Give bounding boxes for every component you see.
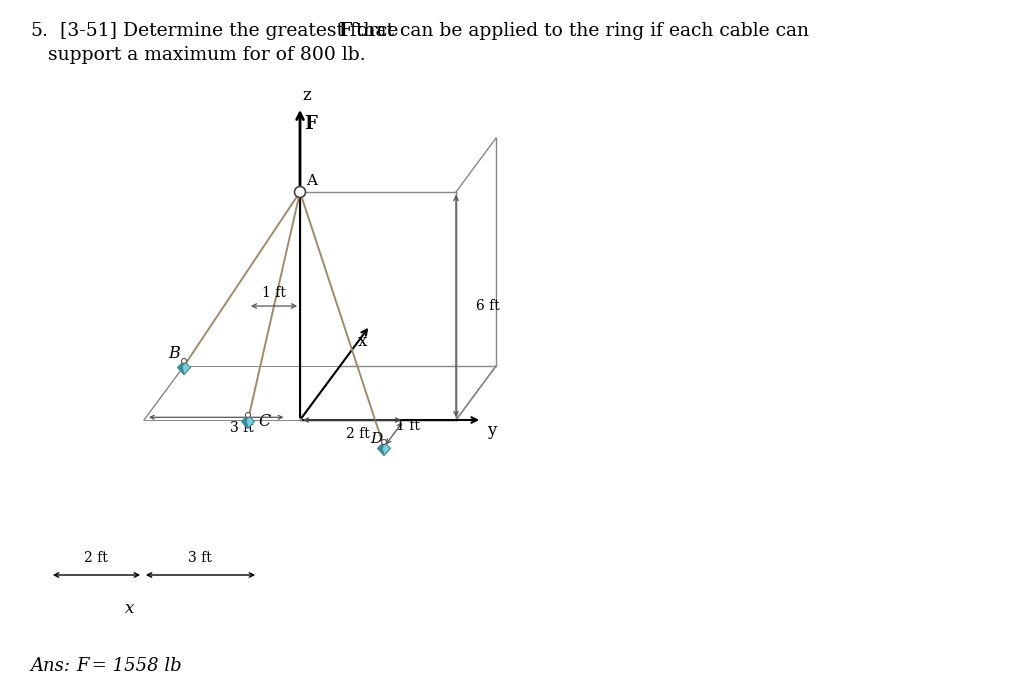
Text: y: y — [487, 422, 497, 439]
Polygon shape — [378, 442, 384, 455]
Text: 6 ft: 6 ft — [476, 299, 500, 313]
Polygon shape — [242, 415, 248, 429]
Text: 1 ft: 1 ft — [396, 418, 420, 432]
Text: z: z — [302, 88, 310, 104]
Text: 5.: 5. — [30, 22, 48, 40]
Text: Ans:: Ans: — [30, 657, 76, 675]
Circle shape — [382, 439, 386, 445]
Text: 1 ft: 1 ft — [262, 286, 286, 300]
Text: [3-51] Determine the greatest force: [3-51] Determine the greatest force — [48, 22, 404, 40]
Text: 3 ft: 3 ft — [230, 421, 254, 435]
Polygon shape — [177, 361, 184, 375]
Text: 2 ft: 2 ft — [346, 427, 370, 441]
Text: A: A — [306, 174, 317, 188]
Text: B: B — [168, 345, 180, 362]
Text: C: C — [258, 413, 270, 430]
Polygon shape — [182, 361, 190, 375]
Text: 3 ft: 3 ft — [188, 551, 212, 565]
Text: D: D — [370, 432, 382, 446]
Text: F: F — [76, 657, 88, 675]
Circle shape — [295, 186, 305, 197]
Text: support a maximum for of 800 lb.: support a maximum for of 800 lb. — [48, 46, 366, 64]
Circle shape — [246, 413, 251, 418]
Text: x: x — [125, 600, 135, 617]
Text: 2 ft: 2 ft — [84, 551, 108, 565]
Circle shape — [181, 359, 186, 363]
Polygon shape — [382, 442, 390, 455]
Text: that can be applied to the ring if each cable can: that can be applied to the ring if each … — [350, 22, 809, 40]
Polygon shape — [246, 415, 255, 429]
Text: F: F — [304, 115, 316, 133]
Text: = 1558 lb: = 1558 lb — [86, 657, 181, 675]
Text: F: F — [338, 22, 351, 40]
Text: x: x — [357, 334, 367, 350]
